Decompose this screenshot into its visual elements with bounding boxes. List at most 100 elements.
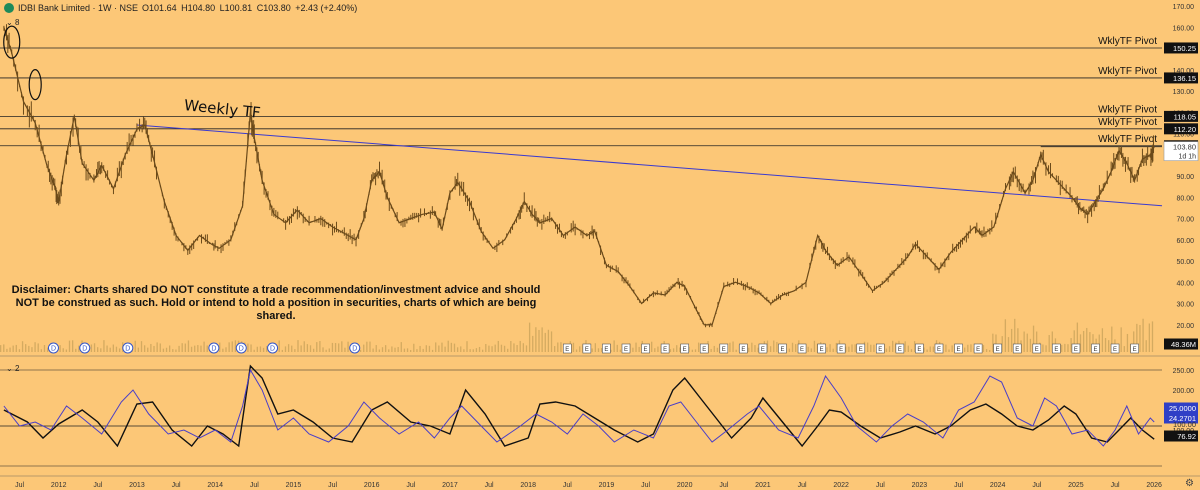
volume-bar <box>388 349 390 352</box>
x-tick-label: 2016 <box>364 482 380 489</box>
earnings-marker-label: E <box>1015 347 1019 353</box>
volume-bar <box>137 347 140 352</box>
earnings-marker <box>739 343 748 354</box>
volume-bar <box>162 348 165 352</box>
volume-bar <box>37 343 39 352</box>
pane2-label[interactable]: ⌄ 2 <box>6 364 20 373</box>
volume-bar <box>535 327 537 352</box>
volume-bar <box>910 349 913 352</box>
volume-bar <box>1014 318 1016 352</box>
volume-bar <box>422 348 424 352</box>
volume-bar <box>829 344 831 352</box>
volume-bar <box>312 348 315 352</box>
price-line <box>3 27 1155 326</box>
volume-bar <box>206 345 208 352</box>
dividend-marker-label: D <box>352 346 357 353</box>
volume-bar <box>378 349 381 352</box>
volume-bar <box>322 347 324 352</box>
volume-bar <box>118 348 121 352</box>
volume-bar <box>1051 331 1053 352</box>
volume-bar <box>904 341 906 352</box>
volume-bar <box>970 344 972 352</box>
volume-bar <box>469 349 471 352</box>
volume-bar <box>579 346 581 352</box>
x-tick-label: 2013 <box>129 482 145 489</box>
x-tick-label: Jul <box>485 482 494 489</box>
dividend-marker <box>235 342 247 354</box>
earnings-marker <box>563 343 572 354</box>
volume-bar <box>93 343 96 352</box>
pivot-label: WklyTF Pivot <box>1098 36 1157 47</box>
x-tick-label: Jul <box>719 482 728 489</box>
volume-bar <box>447 340 449 352</box>
osc-badge: 100.00 <box>1173 420 1196 429</box>
highlight-circle <box>28 69 42 101</box>
volume-bar <box>1148 323 1150 352</box>
volume-bar <box>610 349 612 352</box>
volume-bar <box>62 348 64 352</box>
earnings-marker <box>582 343 592 354</box>
volume-bar <box>1101 328 1104 352</box>
volume-bar <box>331 342 334 352</box>
volume-bar <box>190 346 193 352</box>
earnings-marker-label: E <box>1054 347 1058 353</box>
volume-bar <box>460 346 462 352</box>
earnings-marker-label: E <box>1133 347 1137 353</box>
volume-bar <box>309 345 312 352</box>
osc-badge-bg <box>1164 402 1198 414</box>
x-tick-label: Jul <box>876 482 885 489</box>
volume-bar <box>366 341 368 352</box>
volume-bar <box>156 342 158 352</box>
volume-bar <box>550 331 553 352</box>
earnings-marker-label: E <box>702 347 706 353</box>
price-tick: 70.00 <box>1176 217 1194 224</box>
volume-bar <box>757 347 759 352</box>
volume-bar <box>1089 332 1091 352</box>
volume-bar <box>478 346 481 352</box>
dividend-marker-label: D <box>125 346 130 353</box>
volume-bar <box>425 345 427 352</box>
x-tick-label: Jul <box>406 482 415 489</box>
volume-bar <box>989 349 991 352</box>
volume-bar <box>3 344 5 352</box>
pane1-label[interactable]: ⌄ 8 <box>6 18 20 27</box>
earnings-marker <box>1091 343 1100 354</box>
volume-bar <box>669 349 672 352</box>
volume-bar <box>1098 334 1100 352</box>
volume-bar <box>1032 325 1035 352</box>
volume-bar <box>1151 321 1154 352</box>
volume-bar <box>488 345 490 352</box>
volume-bar <box>851 344 853 352</box>
volume-bar <box>892 340 894 352</box>
price-tick: 140.00 <box>1173 68 1195 75</box>
volume-bar <box>153 345 155 352</box>
settings-gear-icon[interactable]: ⚙ <box>1185 478 1194 489</box>
volume-bar <box>710 348 712 352</box>
volume-bar <box>560 342 562 352</box>
volume-bar <box>1067 344 1069 352</box>
symbol-title[interactable]: IDBI Bank Limited · 1W · NSE <box>18 3 139 13</box>
earnings-marker-label: E <box>859 347 863 353</box>
pivot-label: WklyTF Pivot <box>1098 104 1157 115</box>
x-tick-label: 2017 <box>442 482 458 489</box>
volume-bar <box>140 341 143 352</box>
volume-bar <box>1120 327 1122 352</box>
earnings-marker-label: E <box>937 347 941 353</box>
volume-bar <box>572 342 575 352</box>
volume-bar <box>200 345 202 352</box>
volume-bar <box>68 340 71 352</box>
volume-bar <box>1123 346 1125 352</box>
volume-bar <box>1079 334 1082 352</box>
volume-bar <box>419 345 421 352</box>
change-value: +2.43 (+2.40%) <box>295 3 358 13</box>
volume-bar <box>616 344 618 352</box>
volume-bar <box>591 348 593 352</box>
volume-bar <box>635 342 637 352</box>
volume-bar <box>732 341 734 352</box>
earnings-marker <box>915 343 924 354</box>
volume-bar <box>691 349 694 352</box>
earnings-marker-label: E <box>1113 347 1117 353</box>
volume-bar <box>431 349 434 352</box>
volume-bar <box>932 346 935 352</box>
